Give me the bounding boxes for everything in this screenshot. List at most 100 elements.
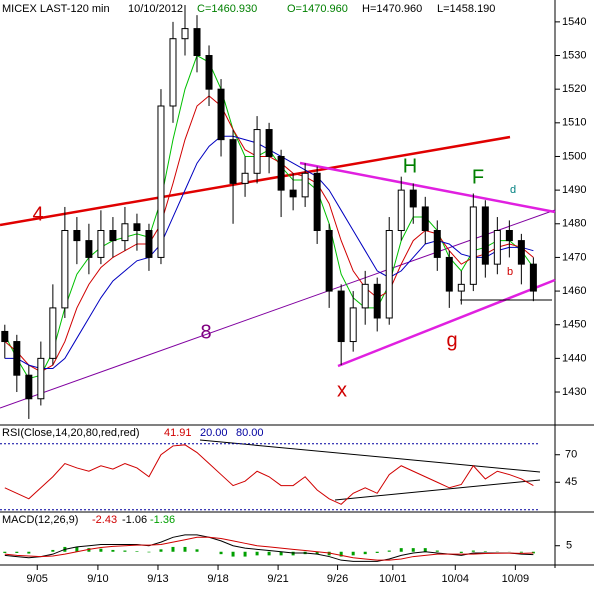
candle-body [289,189,297,198]
y-tick-label: 1430 [562,386,586,398]
trend-line [337,278,556,368]
candle-body [169,38,177,107]
rsi-trend-line [334,479,541,501]
macd-histogram-bar [339,551,343,557]
candle-body [397,189,405,232]
annotation: b [507,266,513,278]
candle-body [529,263,537,292]
macd-histogram-bar [375,551,379,553]
candle-body [313,172,321,232]
header-item: O=1470.960 [287,3,348,15]
macd-histogram-bar [279,551,283,556]
x-tick-label: 9/26 [327,573,348,585]
macd-histogram-bar [99,548,103,552]
macd-histogram-bar [183,546,187,552]
macd-value: -2.43 [92,514,117,526]
x-tick-label: 9/21 [267,573,288,585]
candle-body [193,28,201,57]
macd-histogram-bar [27,551,31,554]
y-tick-label: 1510 [562,117,586,129]
title: MICEX LAST-120 min [2,3,110,15]
y-tick-label: 1520 [562,83,586,95]
macd-histogram-bar [243,551,247,557]
candle-body [205,55,213,90]
annotation: x [337,379,347,401]
x-tick-label: 9/13 [147,573,168,585]
y-tick-label: 45 [565,476,577,488]
macd-histogram-bar [111,549,115,552]
macd-value: -1.06 [122,514,147,526]
candle-body [337,290,345,343]
candle-body [1,330,9,343]
x-tick-label: 10/04 [442,573,470,585]
macd-histogram-bar [87,548,91,552]
annotation: 4 [32,203,43,225]
candle-body [85,240,93,258]
macd-histogram-bar [351,551,355,556]
macd-histogram-bar [231,551,235,557]
macd-histogram-bar [327,551,331,556]
trend-line [299,161,556,214]
y-tick-label: 1490 [562,184,586,196]
candle-body [361,283,369,309]
rsi-label: RSI(Close,14,20,80,red,red) [2,427,140,439]
rsi-level-label: 80.00 [236,427,264,439]
macd-histogram-bar [255,551,259,556]
candle-body [493,230,501,265]
macd-histogram-bar [195,549,199,552]
macd-histogram-bar [15,551,19,553]
macd-histogram-bar [387,550,391,552]
y-tick-label: 1530 [562,49,586,61]
annotation: d [510,184,516,196]
x-tick-label: 9/18 [207,573,228,585]
annotation: H [403,155,417,177]
macd-histogram-bar [483,551,487,552]
candle-body [229,139,237,184]
macd-histogram-bar [531,551,535,554]
macd-histogram-bar [471,550,475,552]
annotation: g [446,329,457,351]
rsi-trend-line [199,439,541,473]
macd-histogram-bar [3,551,7,553]
candle-body [505,230,513,242]
candle-body [349,307,357,343]
y-tick-label: 1480 [562,218,586,230]
macd-histogram-bar [411,548,415,552]
macd-histogram-bar [519,551,523,553]
y-tick-label: 1440 [562,352,586,364]
candle-body [481,206,489,265]
candle-body [445,256,453,292]
trend-line [0,135,511,227]
y-tick-label: 1450 [562,319,586,331]
macd-histogram-bar [399,548,403,552]
macd-histogram-bar [135,551,139,552]
x-tick-label: 9/10 [87,573,108,585]
annotation: F [472,166,484,188]
candle-body [517,240,525,265]
header-item: H=1470.960 [362,3,422,15]
macd-histogram-bar [291,551,295,556]
candle-body [157,105,165,258]
macd-value: -1.36 [150,514,175,526]
macd-histogram-bar [423,548,427,552]
candle-body [109,230,117,242]
candle-body [469,206,477,285]
candle-body [301,172,309,198]
rsi-level-label: 20.00 [200,427,228,439]
rsi-last: 41.91 [164,427,192,439]
candle-body [49,307,57,359]
candle-body [25,374,33,400]
x-tick-label: 10/01 [379,573,407,585]
candle-body [277,155,285,191]
candle-body [145,230,153,258]
candle-body [457,283,465,292]
macd-histogram-bar [75,546,79,552]
candle-body [421,206,429,232]
x-tick-label: 9/05 [27,573,48,585]
candle-body [181,28,189,40]
y-tick-label: 70 [565,449,577,461]
candle-body [37,357,45,400]
macd-histogram-bar [267,551,271,556]
macd-histogram-bar [315,551,319,555]
